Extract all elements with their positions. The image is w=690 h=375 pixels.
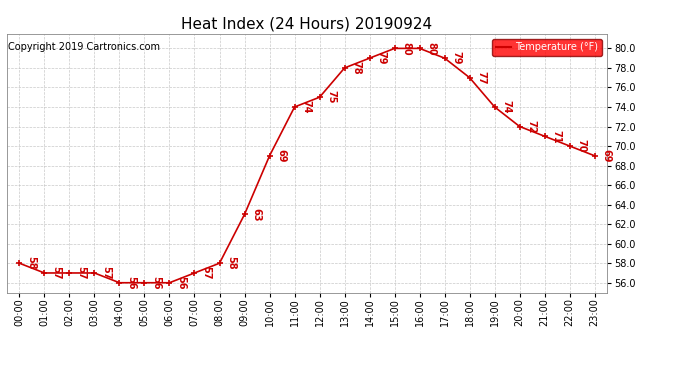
- Text: 58: 58: [26, 256, 37, 270]
- Text: 80: 80: [402, 42, 411, 55]
- Text: 56: 56: [126, 276, 137, 290]
- Legend: Temperature (°F): Temperature (°F): [492, 39, 602, 56]
- Text: 79: 79: [377, 51, 386, 65]
- Text: 75: 75: [326, 90, 337, 104]
- Text: 74: 74: [502, 100, 511, 114]
- Text: 79: 79: [451, 51, 462, 65]
- Text: 58: 58: [226, 256, 237, 270]
- Text: 77: 77: [477, 71, 486, 84]
- Text: 69: 69: [277, 149, 286, 162]
- Text: 57: 57: [201, 266, 211, 280]
- Text: 74: 74: [302, 100, 311, 114]
- Title: Heat Index (24 Hours) 20190924: Heat Index (24 Hours) 20190924: [181, 16, 433, 31]
- Text: 80: 80: [426, 42, 437, 55]
- Text: 57: 57: [77, 266, 86, 280]
- Text: 56: 56: [177, 276, 186, 290]
- Text: 70: 70: [577, 139, 586, 153]
- Text: 78: 78: [351, 61, 362, 75]
- Text: 69: 69: [602, 149, 611, 162]
- Text: 71: 71: [551, 129, 562, 143]
- Text: 63: 63: [251, 208, 262, 221]
- Text: Copyright 2019 Cartronics.com: Copyright 2019 Cartronics.com: [8, 42, 159, 51]
- Text: 72: 72: [526, 120, 537, 133]
- Text: 57: 57: [51, 266, 61, 280]
- Text: 56: 56: [151, 276, 161, 290]
- Text: 57: 57: [101, 266, 111, 280]
